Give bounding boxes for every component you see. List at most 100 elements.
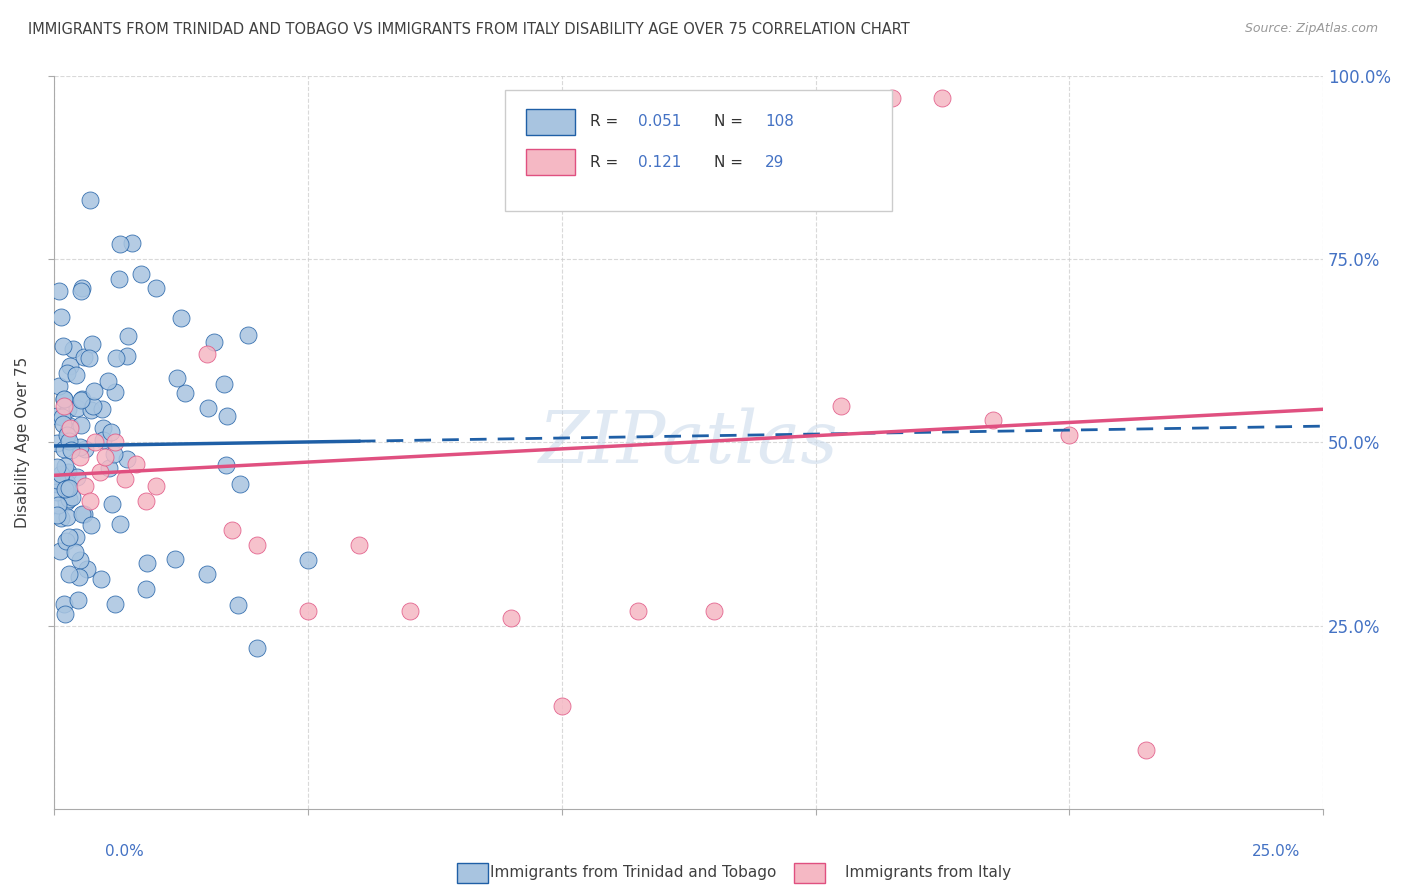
Point bbox=[79, 193, 101, 207]
Point bbox=[52, 597, 75, 611]
Point bbox=[1059, 428, 1081, 442]
Point bbox=[246, 538, 269, 552]
Point bbox=[70, 393, 93, 408]
Point bbox=[51, 310, 73, 324]
Point bbox=[58, 434, 80, 448]
Point bbox=[931, 90, 953, 104]
Point bbox=[173, 385, 195, 400]
Text: 0.121: 0.121 bbox=[638, 154, 682, 169]
Point bbox=[67, 570, 90, 584]
Point bbox=[53, 459, 76, 474]
Point bbox=[60, 443, 83, 458]
Point bbox=[215, 458, 238, 472]
Point bbox=[58, 402, 80, 417]
Point bbox=[66, 401, 89, 415]
Point bbox=[166, 371, 188, 385]
Point bbox=[52, 392, 75, 407]
Point bbox=[91, 434, 114, 448]
FancyBboxPatch shape bbox=[505, 90, 891, 211]
Text: R =: R = bbox=[589, 114, 623, 129]
Point bbox=[67, 593, 90, 607]
Point bbox=[124, 457, 146, 471]
Point bbox=[77, 351, 100, 366]
Point bbox=[55, 481, 77, 495]
Point bbox=[65, 530, 87, 544]
Point bbox=[62, 343, 84, 357]
Point bbox=[880, 90, 903, 104]
Point bbox=[55, 475, 77, 490]
Point bbox=[48, 544, 70, 558]
Point bbox=[63, 545, 86, 559]
Point bbox=[101, 497, 124, 511]
Point bbox=[82, 399, 104, 413]
Point bbox=[45, 409, 67, 423]
Point bbox=[55, 427, 77, 442]
Point bbox=[703, 604, 725, 618]
Point bbox=[108, 271, 131, 285]
Point bbox=[97, 460, 120, 475]
Text: 0.051: 0.051 bbox=[638, 114, 682, 129]
Point bbox=[82, 337, 104, 351]
Point bbox=[91, 421, 114, 435]
Point bbox=[398, 604, 420, 618]
Point bbox=[55, 482, 77, 496]
Point bbox=[202, 335, 225, 350]
Point bbox=[52, 339, 75, 353]
Text: Immigrants from Trinidad and Tobago: Immigrants from Trinidad and Tobago bbox=[489, 865, 776, 880]
Point bbox=[56, 367, 79, 381]
Point bbox=[58, 420, 80, 434]
Point bbox=[145, 479, 167, 493]
Point bbox=[66, 469, 89, 483]
Point bbox=[170, 310, 193, 325]
Point bbox=[110, 237, 132, 252]
Point bbox=[59, 419, 82, 434]
Y-axis label: Disability Age Over 75: Disability Age Over 75 bbox=[15, 357, 30, 528]
Text: N =: N = bbox=[714, 114, 748, 129]
Point bbox=[104, 435, 127, 450]
Point bbox=[228, 599, 250, 613]
Point bbox=[80, 518, 103, 533]
Point bbox=[49, 511, 72, 525]
Point bbox=[121, 236, 143, 251]
Point bbox=[551, 699, 574, 714]
Point bbox=[501, 611, 523, 625]
Point bbox=[297, 604, 319, 618]
Point bbox=[58, 481, 80, 495]
Point bbox=[84, 435, 107, 450]
Point bbox=[52, 442, 75, 456]
Point bbox=[136, 556, 159, 570]
Point bbox=[60, 490, 83, 504]
Point bbox=[69, 450, 91, 464]
Point bbox=[45, 436, 67, 450]
Point bbox=[46, 498, 69, 512]
Point bbox=[297, 552, 319, 566]
Point bbox=[53, 392, 76, 407]
Point bbox=[51, 410, 73, 425]
Point bbox=[79, 494, 101, 508]
Point bbox=[135, 582, 157, 596]
Point bbox=[195, 347, 218, 361]
Point bbox=[89, 465, 111, 479]
Point bbox=[65, 368, 87, 383]
Point bbox=[76, 562, 98, 576]
Point bbox=[70, 392, 93, 406]
Point bbox=[80, 403, 103, 417]
Point bbox=[55, 494, 77, 508]
Point bbox=[129, 267, 152, 281]
FancyBboxPatch shape bbox=[526, 149, 575, 175]
Point bbox=[236, 327, 259, 342]
Point bbox=[1135, 743, 1157, 757]
Point bbox=[104, 351, 127, 365]
Point bbox=[195, 567, 218, 582]
Point bbox=[115, 349, 138, 363]
Point bbox=[45, 476, 67, 491]
Point bbox=[45, 508, 67, 522]
Point bbox=[103, 447, 125, 461]
Point bbox=[52, 417, 75, 431]
Point bbox=[48, 284, 70, 298]
Point bbox=[58, 466, 80, 480]
Point bbox=[72, 281, 94, 295]
Point bbox=[117, 452, 139, 467]
Point bbox=[215, 409, 238, 423]
Point bbox=[246, 640, 269, 655]
